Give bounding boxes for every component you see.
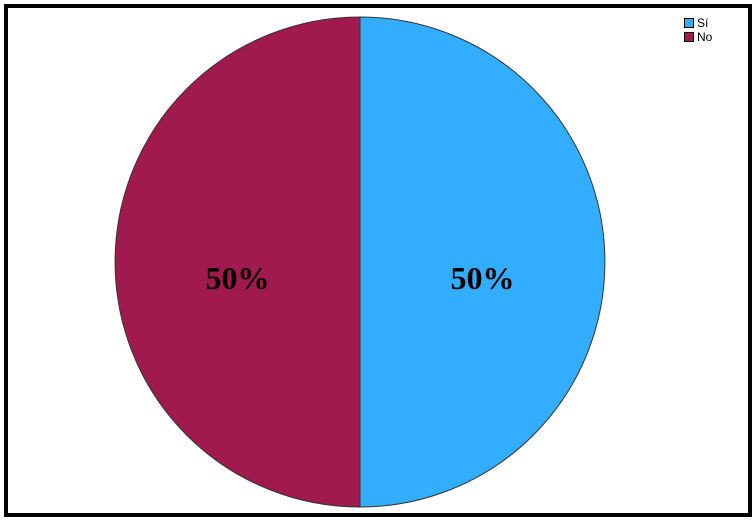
pie-slice-si bbox=[359, 16, 606, 508]
legend-swatch-no bbox=[684, 32, 694, 42]
legend-label-no: No bbox=[697, 30, 713, 44]
pie-chart: 50% 50% bbox=[114, 16, 606, 508]
legend-label-si: Sí bbox=[697, 16, 709, 30]
pie-slice-no bbox=[114, 16, 361, 508]
pie-label-no: 50% bbox=[206, 260, 270, 296]
legend-item-si: Sí bbox=[684, 16, 712, 30]
chart-frame: 50% 50% Sí No bbox=[4, 4, 752, 517]
legend-swatch-si bbox=[684, 18, 694, 28]
pie-label-si: 50% bbox=[451, 260, 515, 296]
legend: Sí No bbox=[684, 16, 712, 44]
legend-item-no: No bbox=[684, 30, 712, 44]
